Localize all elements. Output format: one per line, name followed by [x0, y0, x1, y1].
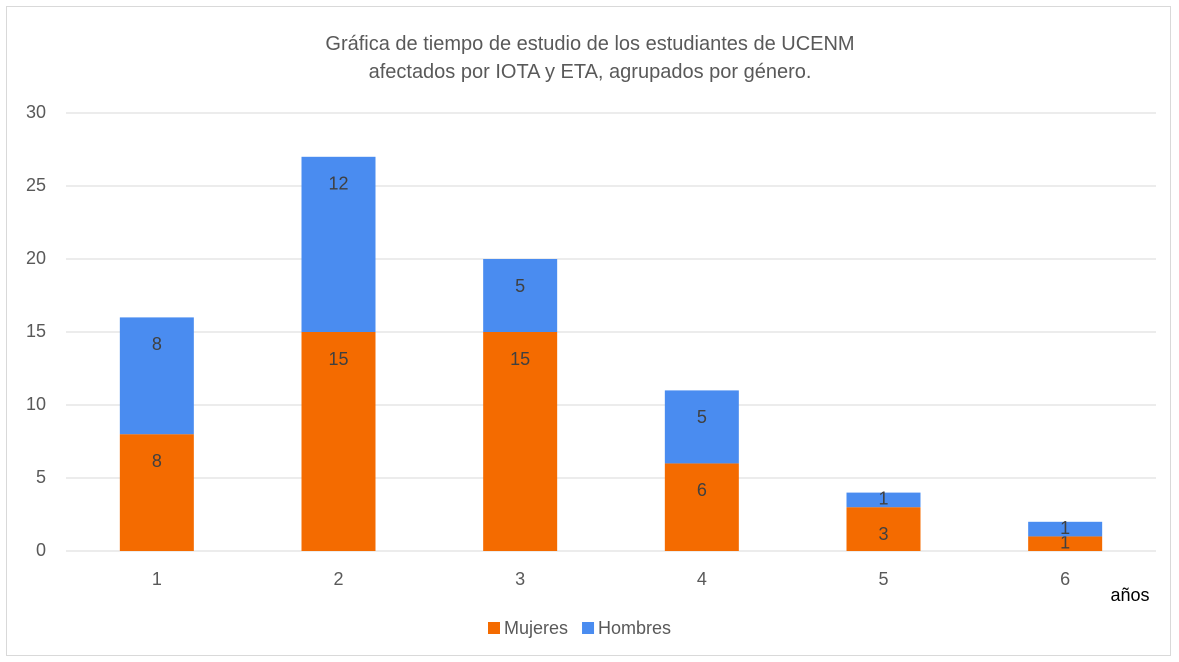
data-label: 6: [697, 480, 707, 500]
data-label: 15: [510, 349, 530, 369]
x-tick-label: 2: [333, 569, 343, 589]
x-tick-label: 3: [515, 569, 525, 589]
bar-segment: [119, 317, 194, 435]
data-label: 8: [152, 451, 162, 471]
x-tick-label: 1: [152, 569, 162, 589]
y-tick-label: 15: [26, 321, 46, 341]
data-label: 3: [878, 524, 888, 544]
bar-segment: [1028, 521, 1103, 537]
chart-title: Gráfica de tiempo de estudio de los estu…: [325, 33, 855, 83]
x-tick-label: 5: [878, 569, 888, 589]
legend-label: Hombres: [598, 618, 671, 638]
bar-segment: [483, 332, 558, 551]
data-label: 8: [152, 334, 162, 354]
legend-swatch: [582, 622, 595, 634]
y-tick-label: 5: [36, 467, 46, 487]
bar-segment: [119, 434, 194, 551]
y-tick-label: 10: [26, 394, 46, 414]
bar-segment: [664, 390, 739, 464]
y-tick-label: 30: [26, 102, 46, 122]
legend-label: Mujeres: [504, 618, 568, 638]
bar-segment: [483, 259, 558, 332]
data-label: 12: [328, 174, 348, 194]
data-label: 1: [1060, 518, 1070, 538]
bar-segment: [301, 156, 376, 332]
data-label: 1: [878, 489, 888, 509]
data-label: 15: [328, 349, 348, 369]
x-axis-label: años: [1110, 585, 1149, 605]
data-label: 5: [515, 276, 525, 296]
bar-segment: [1028, 536, 1103, 551]
legend-swatch: [488, 622, 500, 634]
y-tick-label: 20: [26, 248, 46, 268]
bar-segment: [301, 332, 376, 551]
x-tick-label: 4: [697, 569, 707, 589]
y-tick-label: 0: [36, 540, 46, 560]
data-label: 1: [1060, 532, 1070, 552]
data-label: 5: [697, 407, 707, 427]
x-tick-label: 6: [1060, 569, 1070, 589]
bar-segment: [846, 507, 921, 551]
y-tick-label: 25: [26, 175, 46, 195]
bar-segment: [664, 463, 739, 551]
chart-frame: [6, 6, 1171, 656]
bar-segment: [846, 492, 921, 508]
